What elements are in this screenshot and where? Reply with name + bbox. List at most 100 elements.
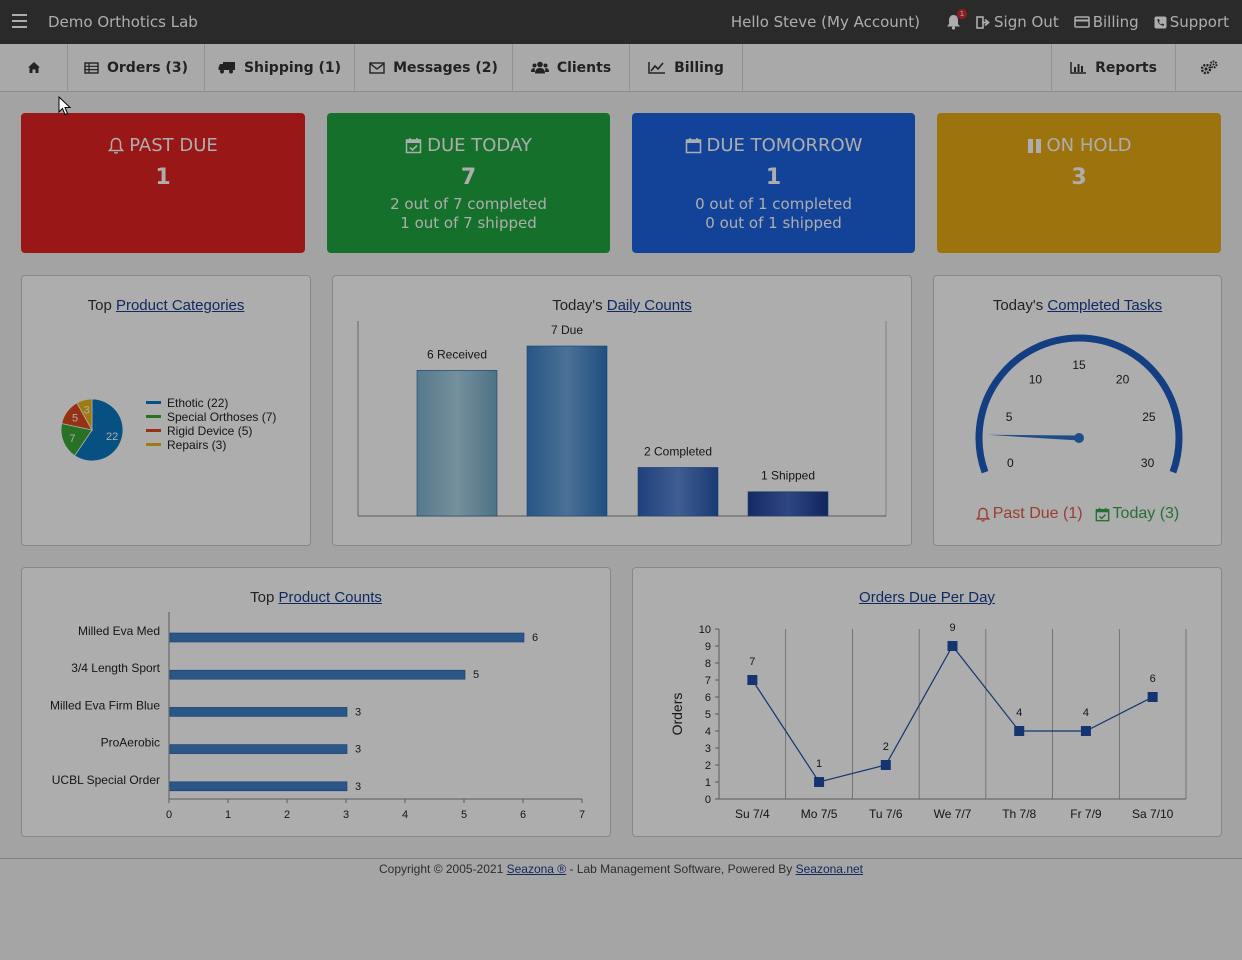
billing-link[interactable]: Billing [1073,13,1139,31]
categories-title: Top Product Categories [22,297,310,314]
footer-seazona-net-link[interactable]: Seazona.net [795,862,863,876]
orders-due-panel: Orders Due Per Day 0 1 2 3 4 5 6 7 8 9 10 Orders 7 Su… [632,567,1222,837]
data-label: 4 [1016,707,1022,719]
nav-billing[interactable]: Billing [630,44,743,91]
data-point [814,777,825,787]
x-tick-label: 6 [520,809,526,821]
gauge-tick-label: 5 [1006,410,1013,424]
gauge-tick-label: 15 [1072,358,1086,372]
bar [169,632,525,643]
support-link[interactable]: Support [1154,13,1229,31]
pie-slice [74,398,124,462]
nav-settings[interactable] [1175,44,1242,91]
nav-messages[interactable]: Messages (2) [355,44,513,91]
legend-swatch [146,401,161,404]
data-label: 6 [1150,673,1156,685]
y-tick-label: 8 [705,658,711,670]
bar-value-label: 3 [355,781,361,793]
table-icon [84,61,99,74]
y-tick-label: 2 [705,760,711,772]
truck-icon [218,62,235,74]
completed-tasks-link[interactable]: Completed Tasks [1047,297,1163,314]
due-today-count: 7 [460,165,477,190]
bar-data-label: 2 Completed [644,444,712,458]
daily-counts-link[interactable]: Daily Counts [606,297,692,314]
x-tick-label: 2 [284,809,290,821]
y-tick-label: 1 [705,777,711,789]
account-link[interactable]: Hello Steve (My Account) [730,13,921,31]
sign-out-icon [976,15,990,29]
nav-shipping[interactable]: Shipping (1) [205,44,355,91]
nav-orders-label: Orders (3) [107,59,188,76]
tasks-gauge: 0 5 10 15 20 25 30 [975,334,1183,474]
sign-out-link[interactable]: Sign Out [976,13,1059,31]
legend-entry: Repairs (3) [167,438,226,452]
sign-out-label: Sign Out [994,13,1059,31]
footer-seazona-link[interactable]: Seazona ® [506,862,567,876]
bar [169,744,348,754]
bell-icon [975,507,990,522]
nav-orders[interactable]: Orders (3) [68,44,205,91]
data-point [880,760,891,770]
nav-clients[interactable]: Clients [513,44,630,91]
past-due-title: PAST DUE [129,135,218,156]
nav-reports[interactable]: Reports [1051,44,1175,91]
x-tick-label: 1 [225,809,231,821]
on-hold-card[interactable]: ON HOLD 3 [937,113,1221,253]
menu-icon[interactable] [12,14,27,28]
nav-reports-label: Reports [1095,59,1157,76]
daily-counts-chart: 6 Received 7 Due 2 Completed 1 Shipped [357,321,887,517]
categories-title-prefix: Top [87,297,116,314]
bar-data-label: 6 Received [427,347,487,361]
pie-slice-label: 5 [72,412,78,424]
legend-entry: Rigid Device (5) [167,424,252,438]
data-point [1014,726,1025,736]
due-tomorrow-shipped: 0 out of 1 shipped [705,214,842,232]
calendar-check-icon [405,138,422,154]
y-tick-label: 10 [699,624,711,636]
due-tomorrow-title: DUE TOMORROW [706,135,863,156]
categories-pie-chart: 22 7 53 Ethotic (22)Special Orthoses (7)Rig… [60,396,276,462]
product-counts-title: Top Product Counts [22,589,610,606]
tasks-past-due[interactable]: Past Due (1) [975,505,1083,523]
x-tick-label: Tu 7/6 [869,807,903,821]
nav-shipping-label: Shipping (1) [243,59,342,76]
tasks-title: Today's Completed Tasks [934,297,1221,314]
bar [416,369,498,517]
due-today-card[interactable]: DUE TODAY 7 2 out of 7 completed 1 out o… [327,113,610,253]
tasks-today[interactable]: Today (3) [1095,505,1179,523]
x-tick-label: 3 [343,809,349,821]
category-label: UCBL Special Order [52,773,160,787]
brand-name[interactable]: Demo Orthotics Lab [48,13,198,31]
legend-swatch [146,429,161,432]
orders-due-link[interactable]: Orders Due Per Day [859,589,995,606]
bar-value-label: 3 [355,706,361,718]
orders-due-title: Orders Due Per Day [633,589,1221,606]
x-tick-label: Th 7/8 [1002,807,1036,821]
tasks-title-prefix: Today's [992,297,1048,314]
x-tick-label: Su 7/4 [735,807,770,821]
nav-home[interactable] [0,44,68,91]
gauge-needle-hub [1074,433,1084,443]
x-tick-label: Fr 7/9 [1070,807,1102,821]
bar [169,669,466,680]
past-due-count: 1 [155,165,171,190]
data-label: 9 [949,622,955,634]
data-point [947,641,958,651]
categories-link[interactable]: Product Categories [115,297,245,314]
past-due-card[interactable]: PAST DUE 1 [21,113,305,253]
gears-icon [1200,60,1218,75]
gauge-tick-label: 10 [1029,372,1043,386]
y-tick-label: 6 [705,692,711,704]
data-label: 1 [816,758,822,770]
notifications-bell-icon[interactable]: 1 [946,9,968,30]
completed-tasks-panel: Today's Completed Tasks 0 5 10 15 20 25 30 Pas… [933,275,1222,546]
line-chart-icon [648,62,666,74]
y-tick-label: 7 [705,675,711,687]
product-counts-panel: Top Product Counts 0 1 2 3 4 5 6 7 Milled Eva Me… [21,567,611,837]
on-hold-title: ON HOLD [1046,135,1132,156]
tasks-legend: Past Due (1) Today (3) [934,505,1221,523]
footer-middle-text: - Lab Management Software, Powered By [566,862,796,876]
product-counts-link[interactable]: Product Counts [278,589,382,606]
due-tomorrow-card[interactable]: DUE TOMORROW 1 0 out of 1 completed 0 ou… [632,113,915,253]
